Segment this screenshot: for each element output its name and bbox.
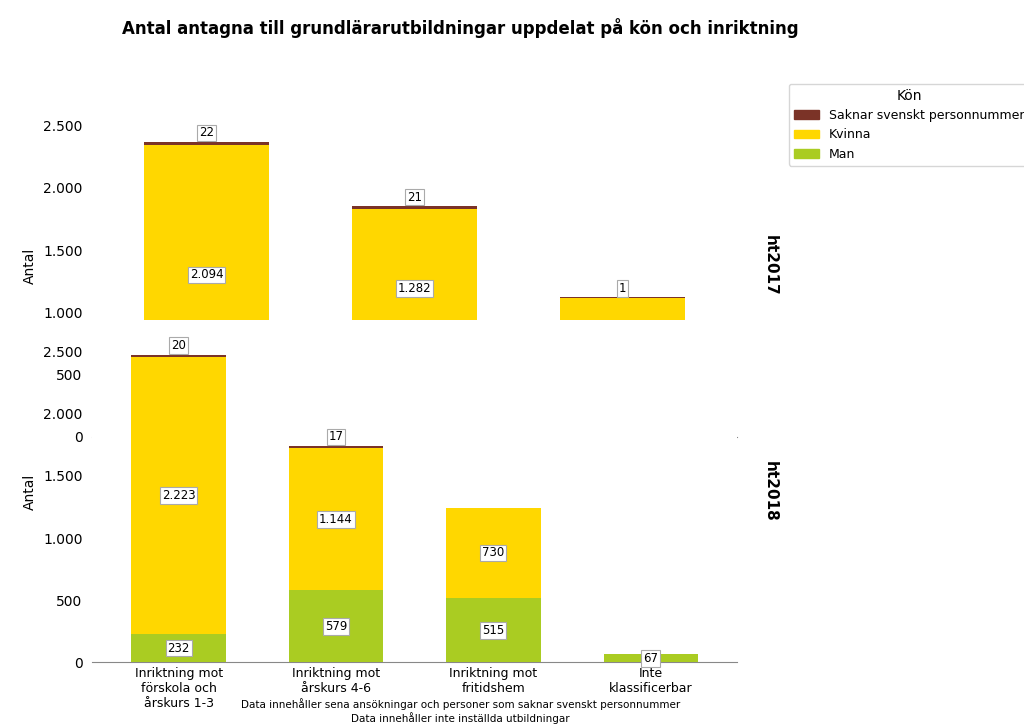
Text: ht2018: ht2018 <box>763 461 778 522</box>
Y-axis label: Antal: Antal <box>24 473 38 510</box>
Y-axis label: Antal: Antal <box>24 248 38 284</box>
Bar <box>289 448 383 590</box>
Bar <box>144 142 269 145</box>
Bar <box>144 145 269 405</box>
Bar <box>352 209 477 368</box>
Text: 232: 232 <box>168 641 189 654</box>
Text: ht2017: ht2017 <box>763 235 778 296</box>
Bar <box>560 385 685 437</box>
Bar <box>352 368 477 437</box>
Text: 22: 22 <box>199 126 214 139</box>
Bar <box>289 446 383 448</box>
Bar <box>352 206 477 209</box>
Text: 730: 730 <box>482 547 505 560</box>
Text: 21: 21 <box>408 191 422 204</box>
Text: 2.094: 2.094 <box>189 269 223 281</box>
Text: 579: 579 <box>325 620 347 633</box>
Bar <box>131 355 226 357</box>
Text: 706: 706 <box>611 335 634 348</box>
Text: 67: 67 <box>643 652 658 665</box>
Text: 1.282: 1.282 <box>398 282 431 295</box>
Bar <box>446 507 541 598</box>
Text: 20: 20 <box>171 339 186 352</box>
Bar <box>131 357 226 633</box>
Text: 551: 551 <box>403 396 426 409</box>
Legend: Saknar svenskt personnummer, Kvinna, Man: Saknar svenskt personnummer, Kvinna, Man <box>788 84 1024 165</box>
Bar <box>446 598 541 662</box>
Bar <box>144 405 269 437</box>
Text: Data innehåller sena ansökningar och personer som saknar svenskt personnummer
Da: Data innehåller sena ansökningar och per… <box>242 699 680 724</box>
Text: 17: 17 <box>329 430 343 443</box>
Text: 515: 515 <box>482 624 505 637</box>
Text: 413: 413 <box>611 405 634 418</box>
Text: Antal antagna till grundlärarutbildningar uppdelat på kön och inriktning: Antal antagna till grundlärarutbildninga… <box>123 18 799 38</box>
Text: 255: 255 <box>196 414 218 427</box>
Bar <box>560 298 685 385</box>
Bar <box>131 633 226 662</box>
Bar <box>289 590 383 662</box>
Text: 1.144: 1.144 <box>319 513 353 526</box>
Bar <box>603 654 698 662</box>
Text: 2.223: 2.223 <box>162 488 196 502</box>
Text: 1: 1 <box>620 282 627 295</box>
